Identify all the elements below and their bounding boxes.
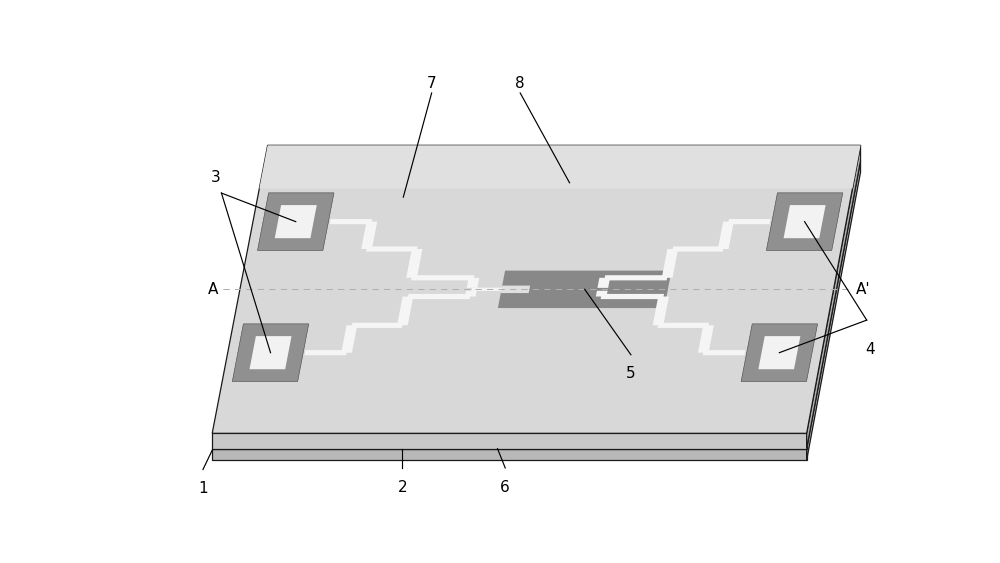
Polygon shape — [258, 193, 334, 251]
Polygon shape — [728, 219, 771, 224]
Text: A: A — [208, 282, 218, 297]
Polygon shape — [397, 297, 413, 325]
Polygon shape — [698, 325, 714, 352]
Polygon shape — [330, 219, 372, 224]
Text: 5: 5 — [626, 367, 636, 381]
Polygon shape — [212, 449, 807, 461]
Text: 7: 7 — [427, 77, 436, 91]
Polygon shape — [501, 285, 530, 293]
Polygon shape — [653, 297, 669, 325]
Polygon shape — [658, 323, 709, 328]
Polygon shape — [406, 249, 422, 278]
Polygon shape — [411, 275, 474, 280]
Polygon shape — [604, 275, 668, 280]
Polygon shape — [341, 325, 357, 352]
Polygon shape — [662, 249, 678, 278]
Polygon shape — [212, 434, 807, 449]
Polygon shape — [212, 145, 861, 434]
Text: 1: 1 — [198, 481, 208, 496]
Polygon shape — [601, 294, 664, 299]
Polygon shape — [672, 247, 724, 252]
Polygon shape — [467, 278, 479, 288]
Text: 4: 4 — [866, 342, 875, 357]
Polygon shape — [703, 350, 745, 355]
Polygon shape — [766, 193, 843, 251]
Polygon shape — [351, 323, 403, 328]
Text: 3: 3 — [210, 171, 220, 185]
Polygon shape — [407, 294, 471, 299]
Polygon shape — [807, 160, 861, 461]
Polygon shape — [596, 291, 608, 297]
Polygon shape — [784, 205, 826, 238]
Text: A': A' — [856, 282, 871, 297]
Polygon shape — [250, 336, 292, 369]
Text: 6: 6 — [500, 480, 510, 494]
Polygon shape — [259, 145, 861, 189]
Polygon shape — [758, 336, 800, 369]
Polygon shape — [232, 324, 309, 382]
Polygon shape — [498, 271, 672, 308]
Polygon shape — [275, 205, 317, 238]
Polygon shape — [305, 350, 347, 355]
Polygon shape — [471, 288, 526, 291]
Polygon shape — [366, 247, 418, 252]
Polygon shape — [741, 324, 818, 382]
Polygon shape — [718, 222, 734, 249]
Text: 2: 2 — [398, 480, 407, 494]
Polygon shape — [361, 222, 377, 249]
Polygon shape — [465, 291, 477, 297]
Polygon shape — [597, 278, 610, 288]
Text: 8: 8 — [515, 77, 525, 91]
Polygon shape — [807, 145, 861, 449]
